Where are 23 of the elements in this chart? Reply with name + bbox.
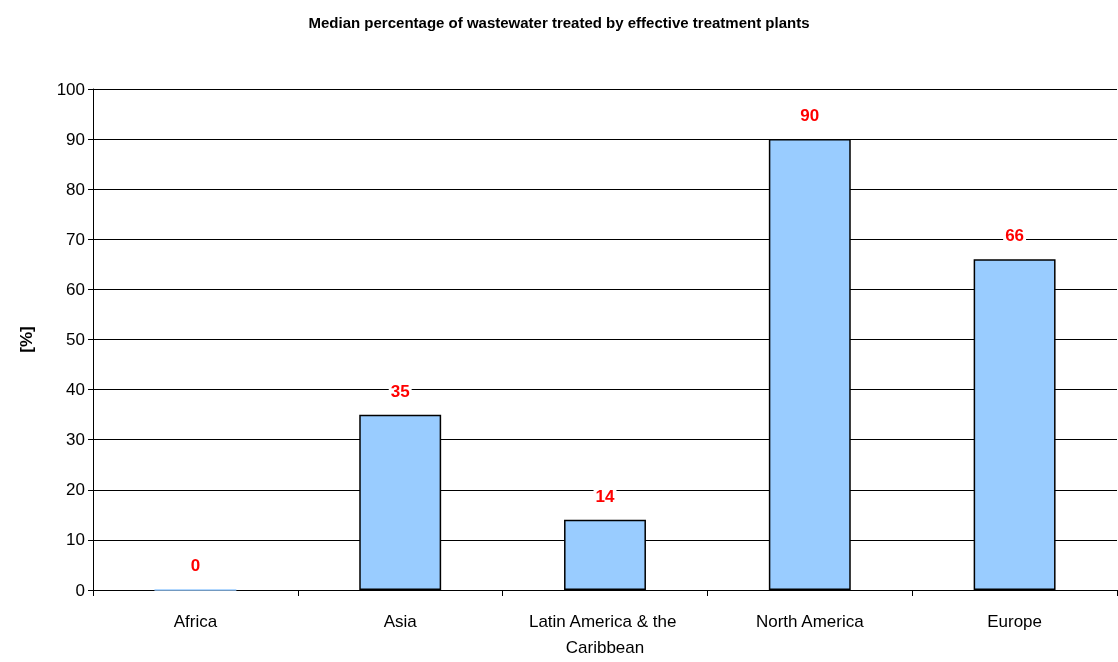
data-label: 66 [1005,226,1025,246]
y-tick-label: 30 [66,430,85,450]
data-label: 90 [800,106,820,126]
data-label: 35 [390,381,410,401]
y-tick-label: 100 [56,79,85,99]
chart-title: Median percentage of wastewater treated by effective treatment plants [308,14,810,31]
y-axis-title: [%] [17,326,36,353]
y-tick-label: 80 [66,179,85,199]
y-tick-label: 50 [66,330,85,349]
y-tick-label: 0 [75,580,85,600]
data-label: 0 [190,556,201,576]
x-tick-label: Latin America & the Caribbean [528,611,682,657]
x-tick-label: Europe [987,611,1043,631]
x-tick-label: North America [755,611,865,631]
data-label: 14 [595,486,615,506]
y-tick-label: 90 [66,129,85,149]
y-tick-label: 70 [66,229,85,249]
y-tick-label: 10 [66,530,85,550]
y-tick-label: 60 [66,279,85,299]
y-tick-label: 20 [66,480,85,500]
x-tick-label: Asia [383,611,418,631]
x-tick-label: Africa [173,611,218,631]
y-tick-label: 40 [66,380,85,400]
